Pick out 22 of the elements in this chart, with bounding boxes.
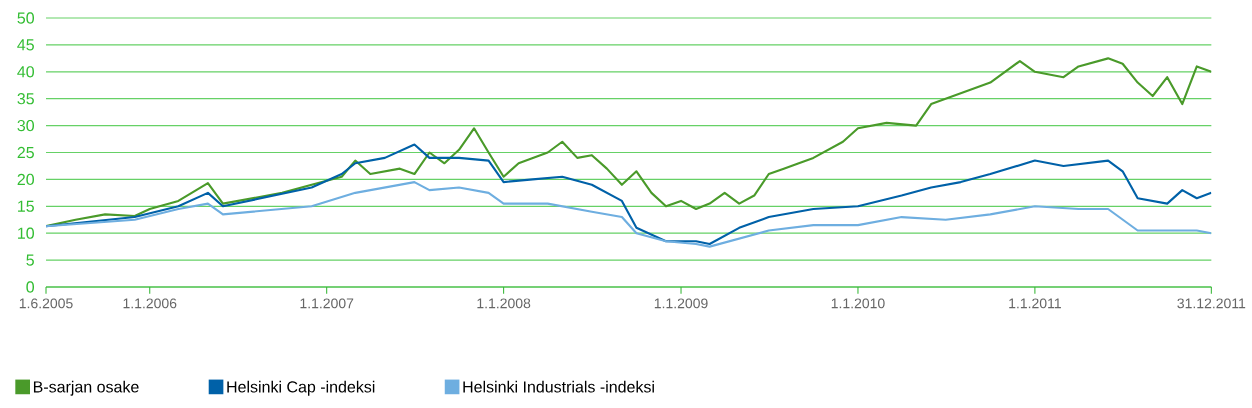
y-tick-label: 20 [17,173,35,186]
y-tick-label: 25 [17,146,34,159]
y-tick-label: 10 [18,227,35,239]
y-tick-label: 45 [17,39,34,51]
y-tick-label: 15 [18,200,34,212]
legend-label: B-sarjan osake [33,380,139,396]
x-tick-label: 1.6.2005 [19,298,73,309]
x-tick-label: 1.1.2009 [654,298,708,309]
x-tick-label: 1.1.2006 [123,298,177,309]
x-tick-label: 1.1.2007 [300,298,354,309]
y-tick-label: 35 [17,93,34,105]
y-tick-label: 50 [17,12,35,24]
y-tick-label: 5 [26,254,34,266]
legend-label: Helsinki Cap -indeksi [227,380,375,396]
y-tick-label: 0 [26,281,35,293]
x-tick-label: 31.12.2011 [1177,298,1246,309]
y-tick-label: 40 [17,66,35,78]
y-tick-label: 30 [17,119,35,132]
x-tick-label: 1.1.2008 [477,298,531,309]
legend-label: Helsinki Industrials -indeksi [463,380,654,393]
x-tick-label: 1.1.2011 [1009,298,1061,309]
x-tick-label: 1.1.2010 [831,298,885,309]
